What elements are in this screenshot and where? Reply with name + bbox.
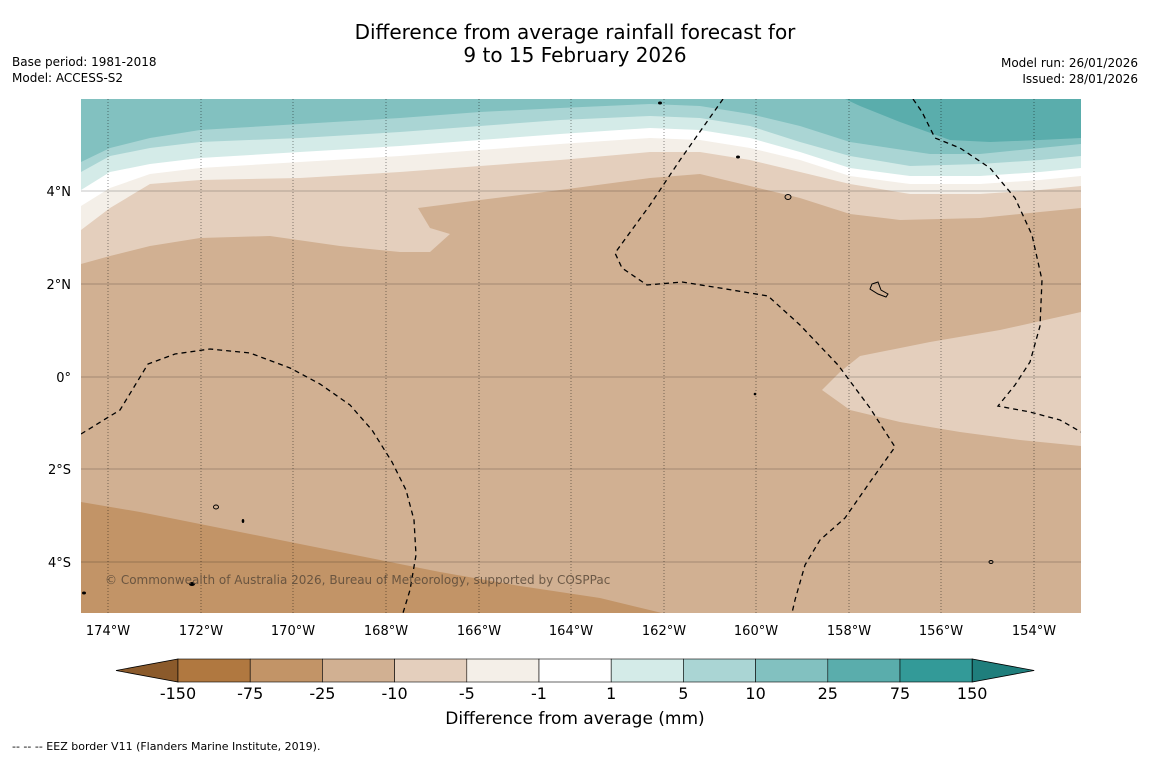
colorbar-tick-label: -75 bbox=[237, 684, 263, 703]
colorbar-segment bbox=[827, 658, 901, 683]
colorbar-segment bbox=[899, 658, 973, 683]
eez-borders bbox=[81, 99, 1081, 613]
model-run-text: Model run: 26/01/2026 bbox=[1000, 56, 1138, 70]
colorbar-tick-label: 5 bbox=[678, 684, 688, 703]
island-phoenix-b bbox=[241, 519, 245, 523]
colorbar-tick-label: -5 bbox=[459, 684, 475, 703]
colorbar-extend-low bbox=[115, 658, 179, 683]
lon-label-156w: 156°W bbox=[919, 624, 963, 639]
model-text: Model: ACCESS-S2 bbox=[12, 71, 124, 85]
colorbar-segment bbox=[177, 658, 251, 683]
colorbar-segment bbox=[538, 658, 612, 683]
colorbar-tick-label: -25 bbox=[309, 684, 335, 703]
map-plot-area: © Commonwealth of Australia 2026, Bureau… bbox=[81, 99, 1081, 613]
lat-label-2n: 2°N bbox=[47, 278, 72, 293]
island-kiritimati bbox=[869, 281, 889, 298]
colorbar-tick-label: 150 bbox=[957, 684, 988, 703]
island-north-tiny bbox=[736, 155, 740, 159]
metadata-left: Base period: 1981-2018 Model: ACCESS-S2 bbox=[12, 54, 157, 86]
lat-label-0: 0° bbox=[56, 371, 71, 386]
eez-footnote: -- -- -- EEZ border V11 (Flanders Marine… bbox=[12, 740, 321, 753]
colorbar-tick-label: 25 bbox=[818, 684, 838, 703]
metadata-right: Model run: 26/01/2026 Issued: 28/01/2026 bbox=[1001, 55, 1138, 87]
colorbar-tick-label: 10 bbox=[745, 684, 765, 703]
colorbar-segment bbox=[466, 658, 540, 683]
chart-title-line1: Difference from average rainfall forecas… bbox=[354, 20, 796, 44]
lat-label-2s: 2°S bbox=[48, 463, 71, 478]
graticule bbox=[81, 99, 1081, 613]
lon-label-174w: 174°W bbox=[86, 624, 130, 639]
anomaly-region-minus75-to-minus25 bbox=[81, 502, 662, 613]
eez-border-kiribati-line-north bbox=[614, 99, 896, 613]
island-phoenix-a bbox=[213, 504, 219, 510]
colorbar-segment bbox=[322, 658, 395, 683]
island-equator-tiny bbox=[753, 392, 757, 396]
colorbar-segment bbox=[249, 658, 323, 683]
island-nw-tiny bbox=[658, 101, 662, 105]
lon-label-166w: 166°W bbox=[457, 624, 501, 639]
lon-label-164w: 164°W bbox=[549, 624, 593, 639]
base-period-text: Base period: 1981-2018 bbox=[12, 55, 157, 69]
eez-border-kiribati-phoenix bbox=[81, 348, 417, 613]
colorbar-tick-label: -1 bbox=[531, 684, 547, 703]
lat-label-4n: 4°N bbox=[47, 185, 72, 200]
lat-label-4s: 4°S bbox=[48, 556, 71, 571]
colorbar-tick-label: 75 bbox=[890, 684, 910, 703]
latitude-labels: 4°N 2°N 0° 2°S 4°S bbox=[47, 185, 72, 571]
island-teraina bbox=[784, 194, 792, 200]
colorbar-extend-high bbox=[971, 658, 1035, 683]
island-se bbox=[988, 560, 994, 564]
colorbar-segment bbox=[610, 658, 684, 683]
anomaly-region-minus10-to-minus5-east bbox=[822, 312, 1081, 446]
colorbar-tick-label: -150 bbox=[160, 684, 196, 703]
colorbar-segment bbox=[683, 658, 756, 683]
island-sw-corner bbox=[82, 591, 86, 595]
colorbar-segment bbox=[755, 658, 829, 683]
colorbar-tick-label: -10 bbox=[382, 684, 408, 703]
anomaly-region-10-to-25 bbox=[81, 99, 1081, 162]
anomaly-region-25-to-75 bbox=[845, 99, 1081, 142]
lon-label-160w: 160°W bbox=[734, 624, 778, 639]
issued-text: Issued: 28/01/2026 bbox=[1022, 72, 1138, 86]
islands bbox=[82, 101, 994, 595]
chart-title-line2: 9 to 15 February 2026 bbox=[463, 43, 687, 67]
lon-label-168w: 168°W bbox=[364, 624, 408, 639]
longitude-labels: 174°W 172°W 170°W 168°W 166°W 164°W 162°… bbox=[86, 624, 1056, 639]
lon-label-154w: 154°W bbox=[1012, 624, 1056, 639]
lon-label-158w: 158°W bbox=[827, 624, 871, 639]
colorbar-label: Difference from average (mm) bbox=[445, 709, 705, 729]
colorbar: -150 -75 -25 -10 -5 -1 1 5 10 25 75 150 bbox=[115, 658, 1035, 703]
colorbar-tick-label: 1 bbox=[606, 684, 616, 703]
island-phoenix-c bbox=[189, 582, 195, 586]
lon-label-170w: 170°W bbox=[271, 624, 315, 639]
copyright-notice: © Commonwealth of Australia 2026, Bureau… bbox=[105, 573, 610, 587]
colorbar-segment bbox=[394, 658, 468, 683]
lon-label-172w: 172°W bbox=[179, 624, 223, 639]
lon-label-162w: 162°W bbox=[642, 624, 686, 639]
